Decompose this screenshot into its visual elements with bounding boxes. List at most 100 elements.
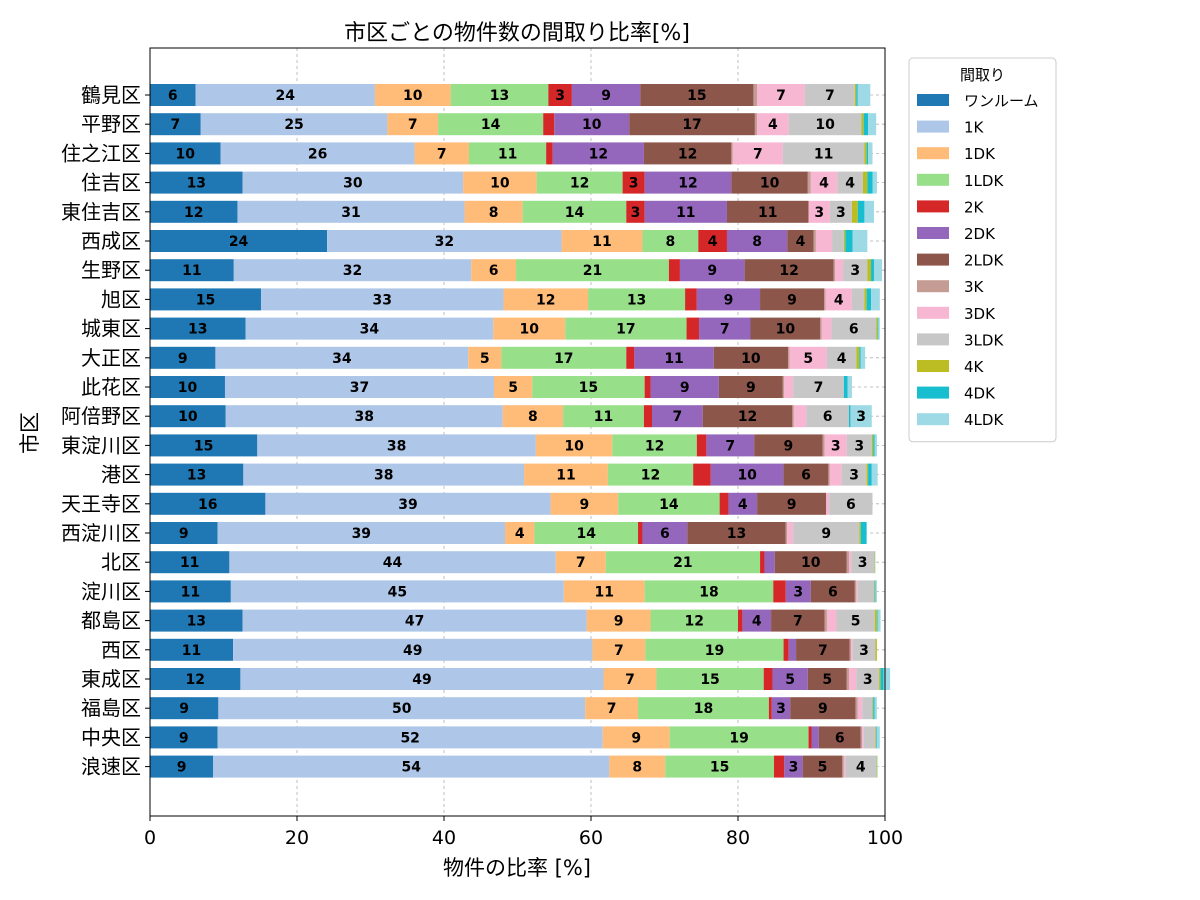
bar-value-label: 9 [179, 526, 189, 542]
bar-value-label: 9 [177, 760, 187, 776]
bar-segment [879, 668, 881, 690]
bar-value-label: 9 [707, 263, 717, 279]
bar-segment [810, 171, 838, 194]
y-tick-label: 平野区 [81, 112, 141, 136]
bar-segment [764, 551, 775, 574]
bar-segment [464, 200, 523, 223]
bar-segment [603, 668, 657, 690]
bar-segment [645, 638, 784, 661]
bar-segment [829, 200, 852, 223]
x-tick-label: 60 [579, 827, 603, 849]
bar-segment [843, 376, 848, 398]
x-tick-label: 0 [144, 827, 156, 849]
bar-segment [215, 346, 469, 369]
bar-segment [195, 84, 375, 106]
y-tick-label: 住吉区 [81, 171, 141, 195]
bar-value-label: 9 [580, 497, 590, 513]
bar-segment [864, 200, 874, 223]
legend-swatch [917, 94, 949, 106]
bar-segment [534, 522, 639, 544]
bar-segment [650, 609, 738, 632]
bar-value-label: 10 [564, 438, 584, 454]
bar-segment [826, 609, 837, 632]
bar-value-label: 14 [576, 526, 596, 542]
bar-segment [642, 230, 699, 252]
bar-segment [829, 463, 842, 486]
bar-segment [150, 434, 258, 457]
bar-segment [857, 84, 871, 106]
bar-segment [555, 551, 606, 574]
bar-value-label: 5 [803, 351, 813, 367]
bar-segment [824, 609, 827, 632]
bar-segment [563, 405, 644, 428]
bar-segment [602, 726, 670, 749]
bar-segment [864, 142, 867, 165]
bar-segment [726, 200, 809, 223]
y-tick-label: 阿倍野区 [61, 404, 141, 428]
bar-segment [848, 405, 851, 428]
bar-segment [787, 346, 790, 369]
bar-segment [468, 346, 502, 369]
bar-segment [753, 84, 758, 106]
bar-segment [696, 288, 761, 311]
bar-value-label: 3 [631, 205, 641, 221]
bar-segment [873, 551, 875, 574]
bar-segment [387, 113, 439, 136]
bar-value-label: 6 [660, 526, 670, 542]
bar-segment [638, 522, 643, 544]
bar-segment [851, 288, 865, 311]
bar-segment [150, 200, 238, 223]
bar-segment [150, 259, 234, 282]
bar-segment [565, 317, 687, 340]
bar-segment [233, 259, 472, 282]
bar-segment [750, 317, 821, 340]
bar-value-label: 11 [594, 584, 613, 600]
bar-segment [543, 113, 555, 136]
bar-segment [877, 609, 881, 632]
bar-segment [265, 492, 551, 515]
bar-segment [863, 113, 869, 136]
bar-value-label: 12 [738, 409, 757, 425]
bar-segment [876, 726, 880, 749]
bar-segment [876, 609, 878, 632]
legend-swatch [917, 280, 949, 293]
bar-segment [245, 317, 494, 340]
bar-segment [744, 259, 834, 282]
bar-segment [652, 405, 703, 428]
bar-segment [493, 376, 533, 398]
legend-label: 3LDK [964, 331, 1004, 349]
bar-value-label: 11 [498, 146, 517, 162]
y-tick-label: 淀川区 [81, 579, 141, 603]
bar-segment [535, 434, 613, 457]
bar-value-label: 3 [856, 409, 866, 425]
bar-segment [710, 463, 784, 486]
bar-segment [852, 638, 876, 661]
bar-segment [796, 638, 850, 661]
bar-segment [857, 697, 863, 720]
bar-segment [867, 259, 872, 282]
bar-value-label: 7 [818, 643, 828, 659]
bar-segment [586, 609, 651, 632]
bar-segment [841, 463, 867, 486]
bar-segment [871, 259, 874, 282]
bar-segment [150, 346, 216, 369]
bar-segment [150, 522, 218, 544]
bar-segment [782, 376, 785, 398]
bar-segment [856, 84, 858, 106]
bar-segment [656, 668, 764, 690]
bar-value-label: 4 [819, 176, 829, 192]
bar-value-label: 3 [859, 643, 869, 659]
bar-segment [862, 726, 864, 749]
bar-segment [876, 726, 877, 749]
bar-segment [872, 697, 874, 720]
bar-segment [866, 463, 869, 486]
bar-segment [871, 288, 880, 311]
bar-segment [868, 113, 877, 136]
bar-value-label: 4 [738, 497, 748, 513]
bar-segment [588, 288, 686, 311]
bar-segment [260, 288, 504, 311]
bar-segment [713, 346, 788, 369]
bar-value-label: 44 [383, 555, 403, 571]
bar-segment [806, 405, 849, 428]
bar-segment [784, 376, 794, 398]
